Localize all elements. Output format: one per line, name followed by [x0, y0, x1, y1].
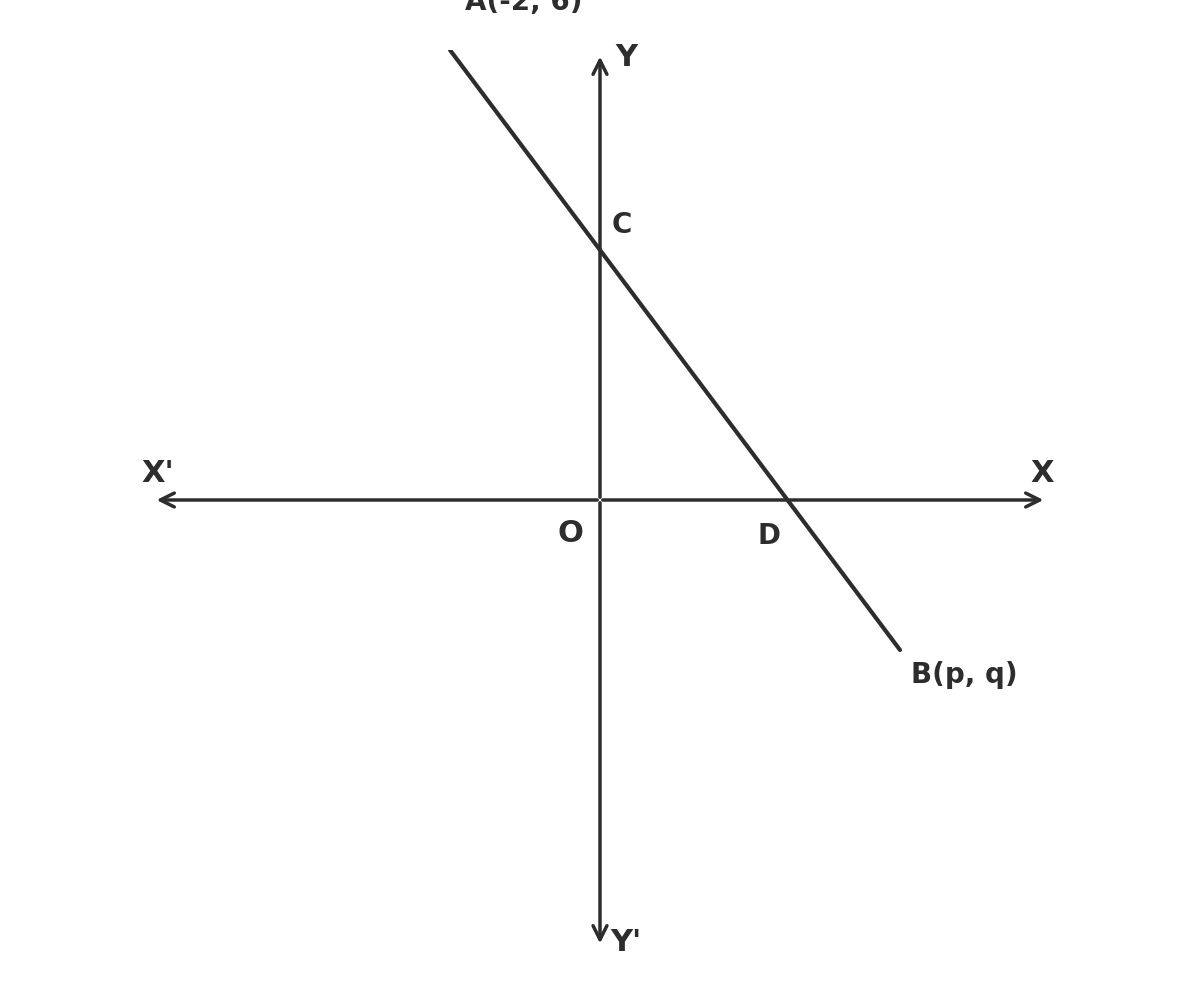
Text: Y': Y' [611, 928, 642, 957]
Text: X': X' [142, 459, 174, 488]
Text: C: C [611, 211, 631, 239]
Text: A(-2, 6): A(-2, 6) [466, 0, 582, 16]
Text: Y: Y [616, 43, 637, 72]
Text: B(p, q): B(p, q) [911, 661, 1018, 689]
Text: D: D [757, 522, 780, 550]
Text: X: X [1031, 459, 1055, 488]
Text: O: O [557, 519, 583, 548]
